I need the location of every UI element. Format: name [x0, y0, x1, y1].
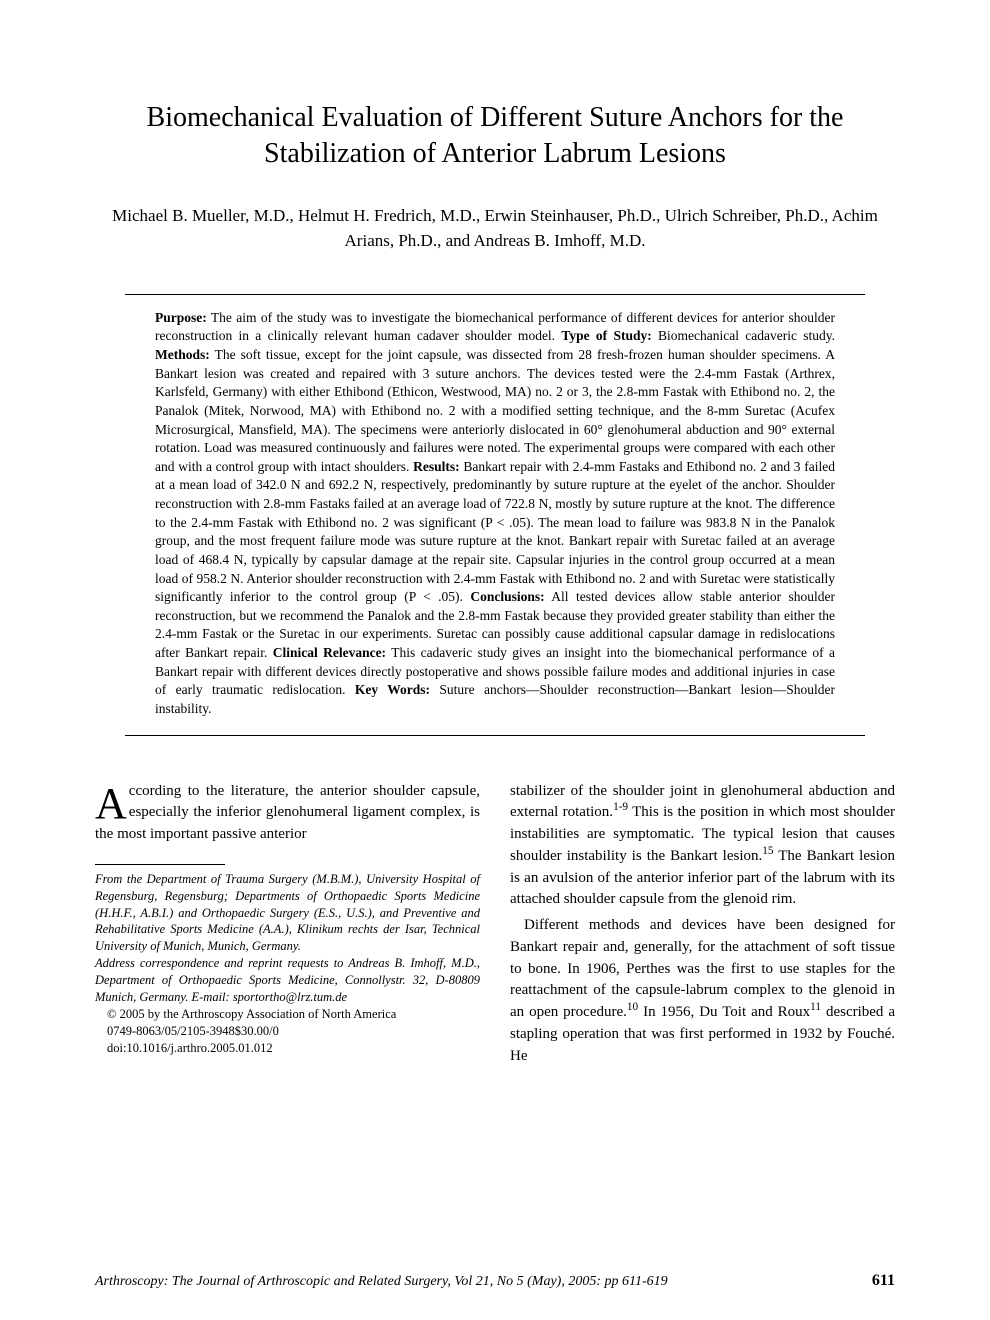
intro-text: ccording to the literature, the anterior… — [95, 783, 480, 843]
right-paragraph-2: Different methods and devices have been … — [510, 915, 895, 1067]
left-column: According to the literature, the anterio… — [95, 781, 480, 1068]
journal-page: Biomechanical Evaluation of Different Su… — [0, 0, 990, 1320]
footer-journal-citation: Arthroscopy: The Journal of Arthroscopic… — [95, 1274, 668, 1290]
body-text: In 1956, Du Toit and Roux — [638, 1004, 810, 1020]
abstract-results-label: Results: — [413, 459, 460, 474]
abstract-container: Purpose: The aim of the study was to inv… — [125, 294, 865, 736]
footnote-correspondence: Address correspondence and reprint reque… — [95, 955, 480, 1006]
footer-page-number: 611 — [872, 1272, 895, 1290]
article-title: Biomechanical Evaluation of Different Su… — [95, 100, 895, 173]
abstract-purpose-label: Purpose: — [155, 310, 207, 325]
abstract-methods: The soft tissue, except for the joint ca… — [155, 347, 835, 474]
abstract-relevance-label: Clinical Relevance: — [273, 645, 386, 660]
citation-ref: 1-9 — [613, 801, 628, 813]
citation-ref: 11 — [810, 1001, 821, 1013]
dropcap-letter: A — [95, 781, 129, 824]
right-column: stabilizer of the shoulder joint in glen… — [510, 781, 895, 1068]
footnotes-block: From the Department of Trauma Surgery (M… — [95, 871, 480, 1057]
footnote-doi: doi:10.1016/j.arthro.2005.01.012 — [95, 1040, 480, 1057]
abstract-methods-label: Methods: — [155, 347, 210, 362]
page-footer: Arthroscopy: The Journal of Arthroscopic… — [95, 1272, 895, 1290]
footnote-copyright: © 2005 by the Arthroscopy Association of… — [95, 1006, 480, 1023]
authors-list: Michael B. Mueller, M.D., Helmut H. Fred… — [95, 203, 895, 254]
abstract-results: Bankart repair with 2.4-mm Fastaks and E… — [155, 459, 835, 604]
right-paragraph-1: stabilizer of the shoulder joint in glen… — [510, 781, 895, 912]
abstract-text: Purpose: The aim of the study was to inv… — [155, 309, 835, 719]
abstract-keywords-label: Key Words: — [355, 682, 430, 697]
abstract-conclusions-label: Conclusions: — [470, 589, 544, 604]
footnote-issn: 0749-8063/05/2105-3948$30.00/0 — [95, 1023, 480, 1040]
citation-ref: 15 — [762, 845, 773, 857]
footnote-separator — [95, 864, 225, 865]
citation-ref: 10 — [627, 1001, 638, 1013]
abstract-type: Biomechanical cadaveric study. — [652, 328, 835, 343]
intro-paragraph: According to the literature, the anterio… — [95, 781, 480, 846]
body-columns: According to the literature, the anterio… — [95, 781, 895, 1068]
footnote-affiliation: From the Department of Trauma Surgery (M… — [95, 871, 480, 955]
abstract-type-label: Type of Study: — [561, 328, 651, 343]
